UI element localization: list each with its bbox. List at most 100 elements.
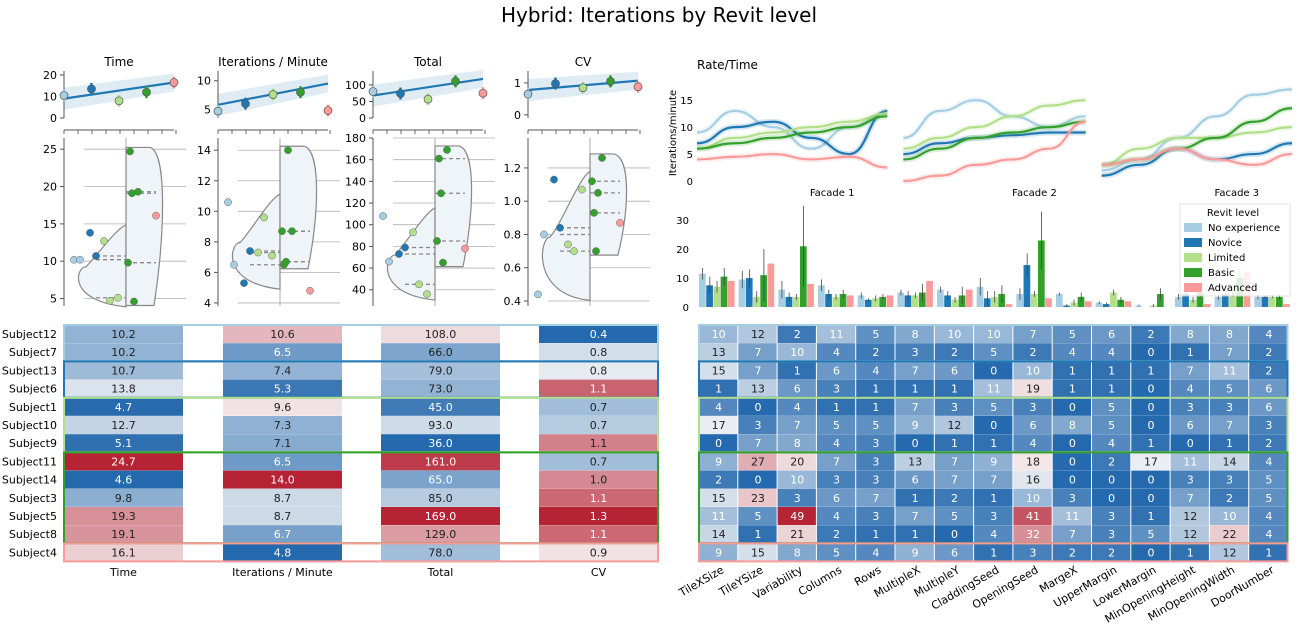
data-point	[284, 146, 292, 155]
y-tick-label: 50	[352, 95, 366, 108]
param-cell-value: 12	[1183, 510, 1197, 523]
data-point	[224, 198, 232, 206]
heat-cell	[539, 416, 658, 434]
heat-cell	[539, 543, 658, 562]
heat-cell	[64, 507, 183, 525]
data-point	[534, 290, 542, 299]
param-cell	[974, 434, 1013, 453]
param-cell	[1052, 343, 1091, 362]
param-cell	[895, 470, 934, 489]
heat-cell	[223, 416, 342, 434]
param-cell	[856, 525, 895, 544]
y-tick-label: 1.2	[504, 162, 522, 175]
y-tick-label: 140	[345, 175, 366, 188]
param-cell-value: 11	[830, 328, 844, 341]
y-tick-label: 10	[197, 205, 211, 218]
param-cell	[1092, 343, 1131, 362]
param-cell	[934, 543, 974, 562]
param-cell-value: 1	[912, 383, 919, 396]
param-cell	[856, 543, 895, 562]
bar	[1196, 292, 1204, 307]
param-cell	[699, 525, 738, 544]
bar	[872, 298, 879, 307]
param-cell-value: 1	[1226, 437, 1233, 450]
heat-cell-value: 19.1	[111, 528, 136, 541]
param-cell	[934, 397, 974, 416]
y-tick-label: 20	[676, 245, 689, 256]
heat-cell-value: 6.5	[274, 455, 292, 468]
y-tick-label: 100	[345, 79, 366, 92]
param-cell-value: 7	[1226, 419, 1233, 432]
param-cell-value: 7	[754, 346, 761, 359]
param-cell-value: 19	[1026, 383, 1040, 396]
rate-title: Rate/Time	[697, 58, 758, 72]
bar	[1077, 296, 1085, 307]
heat-cell-value: 7.3	[274, 419, 292, 432]
data-point	[130, 297, 138, 306]
mean-point	[114, 96, 124, 106]
y-tick-label: 5	[50, 293, 57, 306]
facade-label: Facade 2	[1012, 188, 1057, 199]
mean-point	[523, 89, 533, 99]
heat-cell-value: 161.0	[425, 455, 457, 468]
legend-label: Advanced	[1208, 283, 1257, 294]
param-cell	[1209, 525, 1249, 544]
param-cell	[738, 543, 777, 562]
param-cell	[738, 416, 777, 434]
param-cell-value: 6	[833, 492, 840, 505]
param-cell	[699, 470, 738, 489]
y-tick-label: 0	[50, 112, 57, 125]
param-cell	[699, 488, 738, 507]
param-cell	[777, 470, 816, 489]
data-point	[385, 257, 393, 266]
heat-cell	[223, 525, 342, 544]
param-cell	[1209, 343, 1249, 362]
param-cell	[895, 525, 934, 544]
param-cell-value: 7	[833, 455, 840, 468]
param-cell	[699, 325, 738, 343]
y-tick-label: 120	[345, 197, 366, 210]
param-cell	[1170, 525, 1209, 544]
param-cell	[1249, 488, 1288, 507]
bar	[1203, 304, 1211, 307]
heat-cell	[539, 343, 658, 362]
heat-cell-value: 0.7	[590, 455, 608, 468]
heat-cell-value: 0.7	[590, 419, 608, 432]
param-cell-value: 14	[1223, 455, 1237, 468]
data-point	[588, 177, 596, 186]
y-tick-label: 10	[197, 75, 211, 88]
heat-cell	[381, 507, 500, 525]
param-cell-value: 2	[1147, 328, 1154, 341]
heat-cell	[64, 416, 183, 434]
param-cell	[1013, 343, 1052, 362]
param-cell-value: 5	[990, 401, 997, 414]
param-cell	[974, 343, 1013, 362]
param-cell-value: 49	[790, 510, 804, 523]
param-cell	[856, 470, 895, 489]
bar	[1156, 293, 1164, 307]
heat-cell-value: 7.4	[274, 364, 292, 377]
param-cell-value: 1	[1069, 364, 1076, 377]
heat-cell	[381, 434, 500, 453]
param-cell	[1131, 507, 1170, 525]
bar	[792, 296, 800, 307]
param-cell-value: 2	[833, 528, 840, 541]
heat-cell-value: 24.7	[111, 455, 136, 468]
bar	[1268, 296, 1276, 307]
param-cell	[1170, 325, 1209, 343]
bar	[1189, 299, 1197, 307]
param-cell-value: 3	[872, 474, 879, 487]
param-cell-value: 11	[987, 383, 1001, 396]
heat-cell	[381, 343, 500, 362]
param-cell	[1170, 361, 1209, 380]
row-label: Subject1	[9, 401, 57, 414]
param-cell	[934, 416, 974, 434]
heat-cell	[223, 434, 342, 453]
heat-cell-value: 5.1	[115, 437, 133, 450]
param-cell-value: 12	[1183, 528, 1197, 541]
param-cell-value: 0	[715, 437, 722, 450]
y-tick-label: 30	[676, 216, 689, 227]
param-cell-value: 5	[1108, 419, 1115, 432]
series-line	[1101, 126, 1293, 166]
param-cell	[1131, 397, 1170, 416]
